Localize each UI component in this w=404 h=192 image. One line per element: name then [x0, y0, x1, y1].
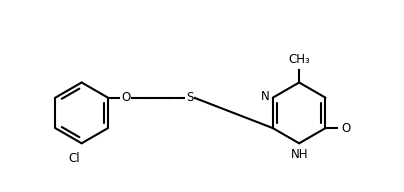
Text: O: O: [341, 122, 351, 135]
Text: O: O: [121, 91, 130, 104]
Text: NH: NH: [290, 148, 308, 161]
Text: N: N: [261, 90, 270, 103]
Text: CH₃: CH₃: [288, 53, 310, 66]
Text: Cl: Cl: [68, 152, 80, 165]
Text: S: S: [186, 91, 193, 104]
